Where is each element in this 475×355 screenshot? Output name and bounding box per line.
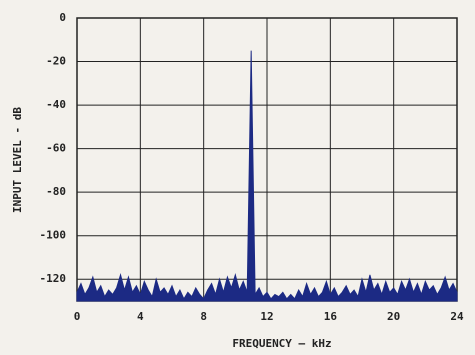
x-tick-label: 8 [200,310,207,323]
x-tick-label: 0 [74,310,81,323]
y-axis-label: INPUT LEVEL - dB [11,107,24,213]
x-tick-label: 20 [387,310,400,323]
y-tick-label: -100 [40,229,67,242]
y-tick-label: -120 [40,272,67,285]
y-tick-label: -20 [46,55,66,68]
y-tick-label: -40 [46,98,66,111]
y-tick-label: -80 [46,185,66,198]
y-tick-label: -60 [46,142,66,155]
x-axis-label: FREQUENCY — kHz [232,337,331,350]
x-tick-label: 16 [324,310,338,323]
spectrum [76,50,458,302]
y-tick-label: 0 [59,11,66,24]
x-tick-label: 24 [450,310,464,323]
x-tick-label: 4 [137,310,144,323]
x-tick-label: 12 [260,310,273,323]
